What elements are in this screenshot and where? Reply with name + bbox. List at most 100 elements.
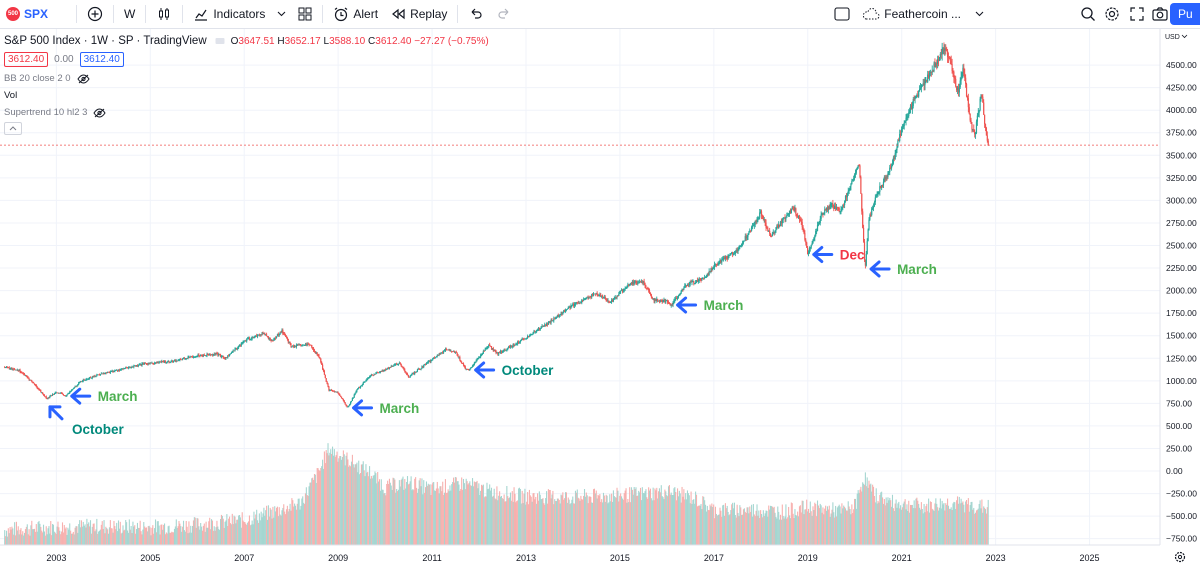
candle-body bbox=[883, 176, 885, 182]
candle-body bbox=[443, 350, 446, 352]
candle-body bbox=[438, 353, 440, 356]
eye-hidden-icon[interactable] bbox=[93, 107, 107, 118]
candle-body bbox=[125, 367, 127, 369]
collapse-dots-icon[interactable] bbox=[215, 37, 225, 45]
alert-button[interactable]: Alert bbox=[327, 0, 384, 28]
candle-body bbox=[230, 352, 232, 354]
candle-body bbox=[108, 372, 111, 373]
bid-box[interactable]: 3612.40 bbox=[4, 51, 49, 67]
candle-body bbox=[340, 396, 343, 399]
sp500-logo-icon: 500 bbox=[6, 7, 20, 21]
candle-body bbox=[219, 354, 221, 356]
candle-body bbox=[729, 255, 731, 256]
axis-settings-gear-icon[interactable] bbox=[1174, 551, 1186, 563]
settings-button[interactable] bbox=[1098, 0, 1126, 28]
candle-body bbox=[910, 105, 913, 110]
candle-body bbox=[350, 401, 352, 405]
redo-button[interactable] bbox=[490, 0, 518, 28]
layout-templates-button[interactable] bbox=[292, 0, 318, 28]
undo-icon bbox=[468, 6, 484, 22]
annotation: March bbox=[676, 296, 743, 314]
symbol-search[interactable]: 500 SPX bbox=[0, 0, 54, 28]
candle-body bbox=[901, 127, 904, 130]
candle-body bbox=[824, 209, 826, 214]
replay-button[interactable]: Replay bbox=[384, 0, 453, 28]
eye-hidden-icon[interactable] bbox=[76, 73, 90, 84]
candle-body bbox=[545, 324, 547, 326]
candle-body bbox=[528, 335, 531, 337]
candle-body bbox=[461, 361, 463, 364]
candle-body bbox=[353, 394, 355, 398]
candle-body bbox=[945, 48, 947, 50]
fullscreen-button[interactable] bbox=[1124, 0, 1150, 28]
candle-body bbox=[643, 281, 645, 283]
indicator-supertrend-label: Supertrend 10 hl2 3 bbox=[4, 107, 88, 118]
candle-body bbox=[515, 343, 517, 345]
snapshot-button[interactable] bbox=[1146, 0, 1174, 28]
publish-button[interactable]: Pu bbox=[1170, 3, 1200, 25]
candle-body bbox=[588, 296, 590, 299]
candle-body bbox=[907, 116, 909, 118]
candle-body bbox=[413, 373, 415, 375]
candle-body bbox=[428, 361, 430, 362]
candle-body bbox=[256, 335, 258, 337]
candle-body bbox=[806, 242, 808, 248]
compare-button[interactable] bbox=[81, 0, 109, 28]
layout-name-button[interactable]: Feathercoin ... bbox=[856, 0, 990, 28]
interval-button[interactable]: W bbox=[118, 0, 141, 28]
candle-body bbox=[641, 281, 643, 283]
fullscreen-toggle[interactable] bbox=[828, 0, 856, 28]
search-button[interactable] bbox=[1074, 0, 1102, 28]
candle-body bbox=[589, 296, 591, 298]
candle-body bbox=[481, 353, 484, 355]
candle-body bbox=[261, 332, 263, 335]
candle-body bbox=[29, 379, 31, 381]
candle-body bbox=[642, 281, 644, 283]
chart-legend: S&P 500 Index · 1W · SP · TradingView O3… bbox=[4, 33, 489, 135]
candle-body bbox=[601, 295, 604, 298]
y-tick-label: 2750.00 bbox=[1166, 218, 1197, 228]
candle-body bbox=[552, 320, 554, 322]
candle-body bbox=[867, 229, 869, 242]
candle-body bbox=[367, 378, 369, 380]
candle-body bbox=[741, 242, 744, 244]
undo-button[interactable] bbox=[462, 0, 490, 28]
candle-body bbox=[336, 391, 338, 393]
price-chart[interactable]: March October March October March Dec March USD… bbox=[0, 29, 1200, 570]
candle-body bbox=[762, 215, 764, 220]
candle-body bbox=[159, 361, 161, 363]
chart-type-button[interactable] bbox=[150, 0, 178, 28]
y-tick-label: 1500.00 bbox=[1166, 331, 1197, 341]
candle-body bbox=[518, 341, 521, 343]
y-tick-label: 3250.00 bbox=[1166, 173, 1197, 183]
candle-body bbox=[331, 389, 333, 391]
candle-body bbox=[333, 391, 335, 392]
candle-body bbox=[318, 355, 320, 358]
candle-body bbox=[889, 167, 891, 172]
candle-body bbox=[208, 354, 210, 356]
collapse-legend-button[interactable] bbox=[4, 122, 22, 135]
candle-body bbox=[835, 207, 838, 210]
candle-body bbox=[510, 345, 512, 347]
candle-body bbox=[844, 201, 846, 205]
candle-body bbox=[115, 370, 117, 371]
candle-body bbox=[480, 354, 483, 355]
indicator-bb[interactable]: BB 20 close 2 0 bbox=[4, 70, 489, 87]
candle-body bbox=[104, 373, 106, 374]
indicator-vol[interactable]: Vol bbox=[4, 87, 489, 104]
candle-body bbox=[182, 358, 184, 360]
candle-body bbox=[973, 129, 975, 133]
left-arrow-icon bbox=[352, 399, 374, 417]
legend-title[interactable]: S&P 500 Index · 1W · SP · TradingView bbox=[4, 35, 207, 47]
candle-body bbox=[964, 73, 966, 78]
y-tick-label: 1750.00 bbox=[1166, 308, 1197, 318]
indicators-button[interactable]: Indicators bbox=[187, 0, 292, 28]
ask-box[interactable]: 3612.40 bbox=[79, 51, 124, 67]
candle-body bbox=[321, 362, 323, 365]
candle-body bbox=[682, 289, 684, 291]
candle-body bbox=[677, 295, 680, 298]
y-tick-label: 1000.00 bbox=[1166, 376, 1197, 386]
candle-body bbox=[74, 386, 76, 388]
indicator-supertrend[interactable]: Supertrend 10 hl2 3 bbox=[4, 104, 489, 121]
candle-body bbox=[210, 354, 213, 356]
